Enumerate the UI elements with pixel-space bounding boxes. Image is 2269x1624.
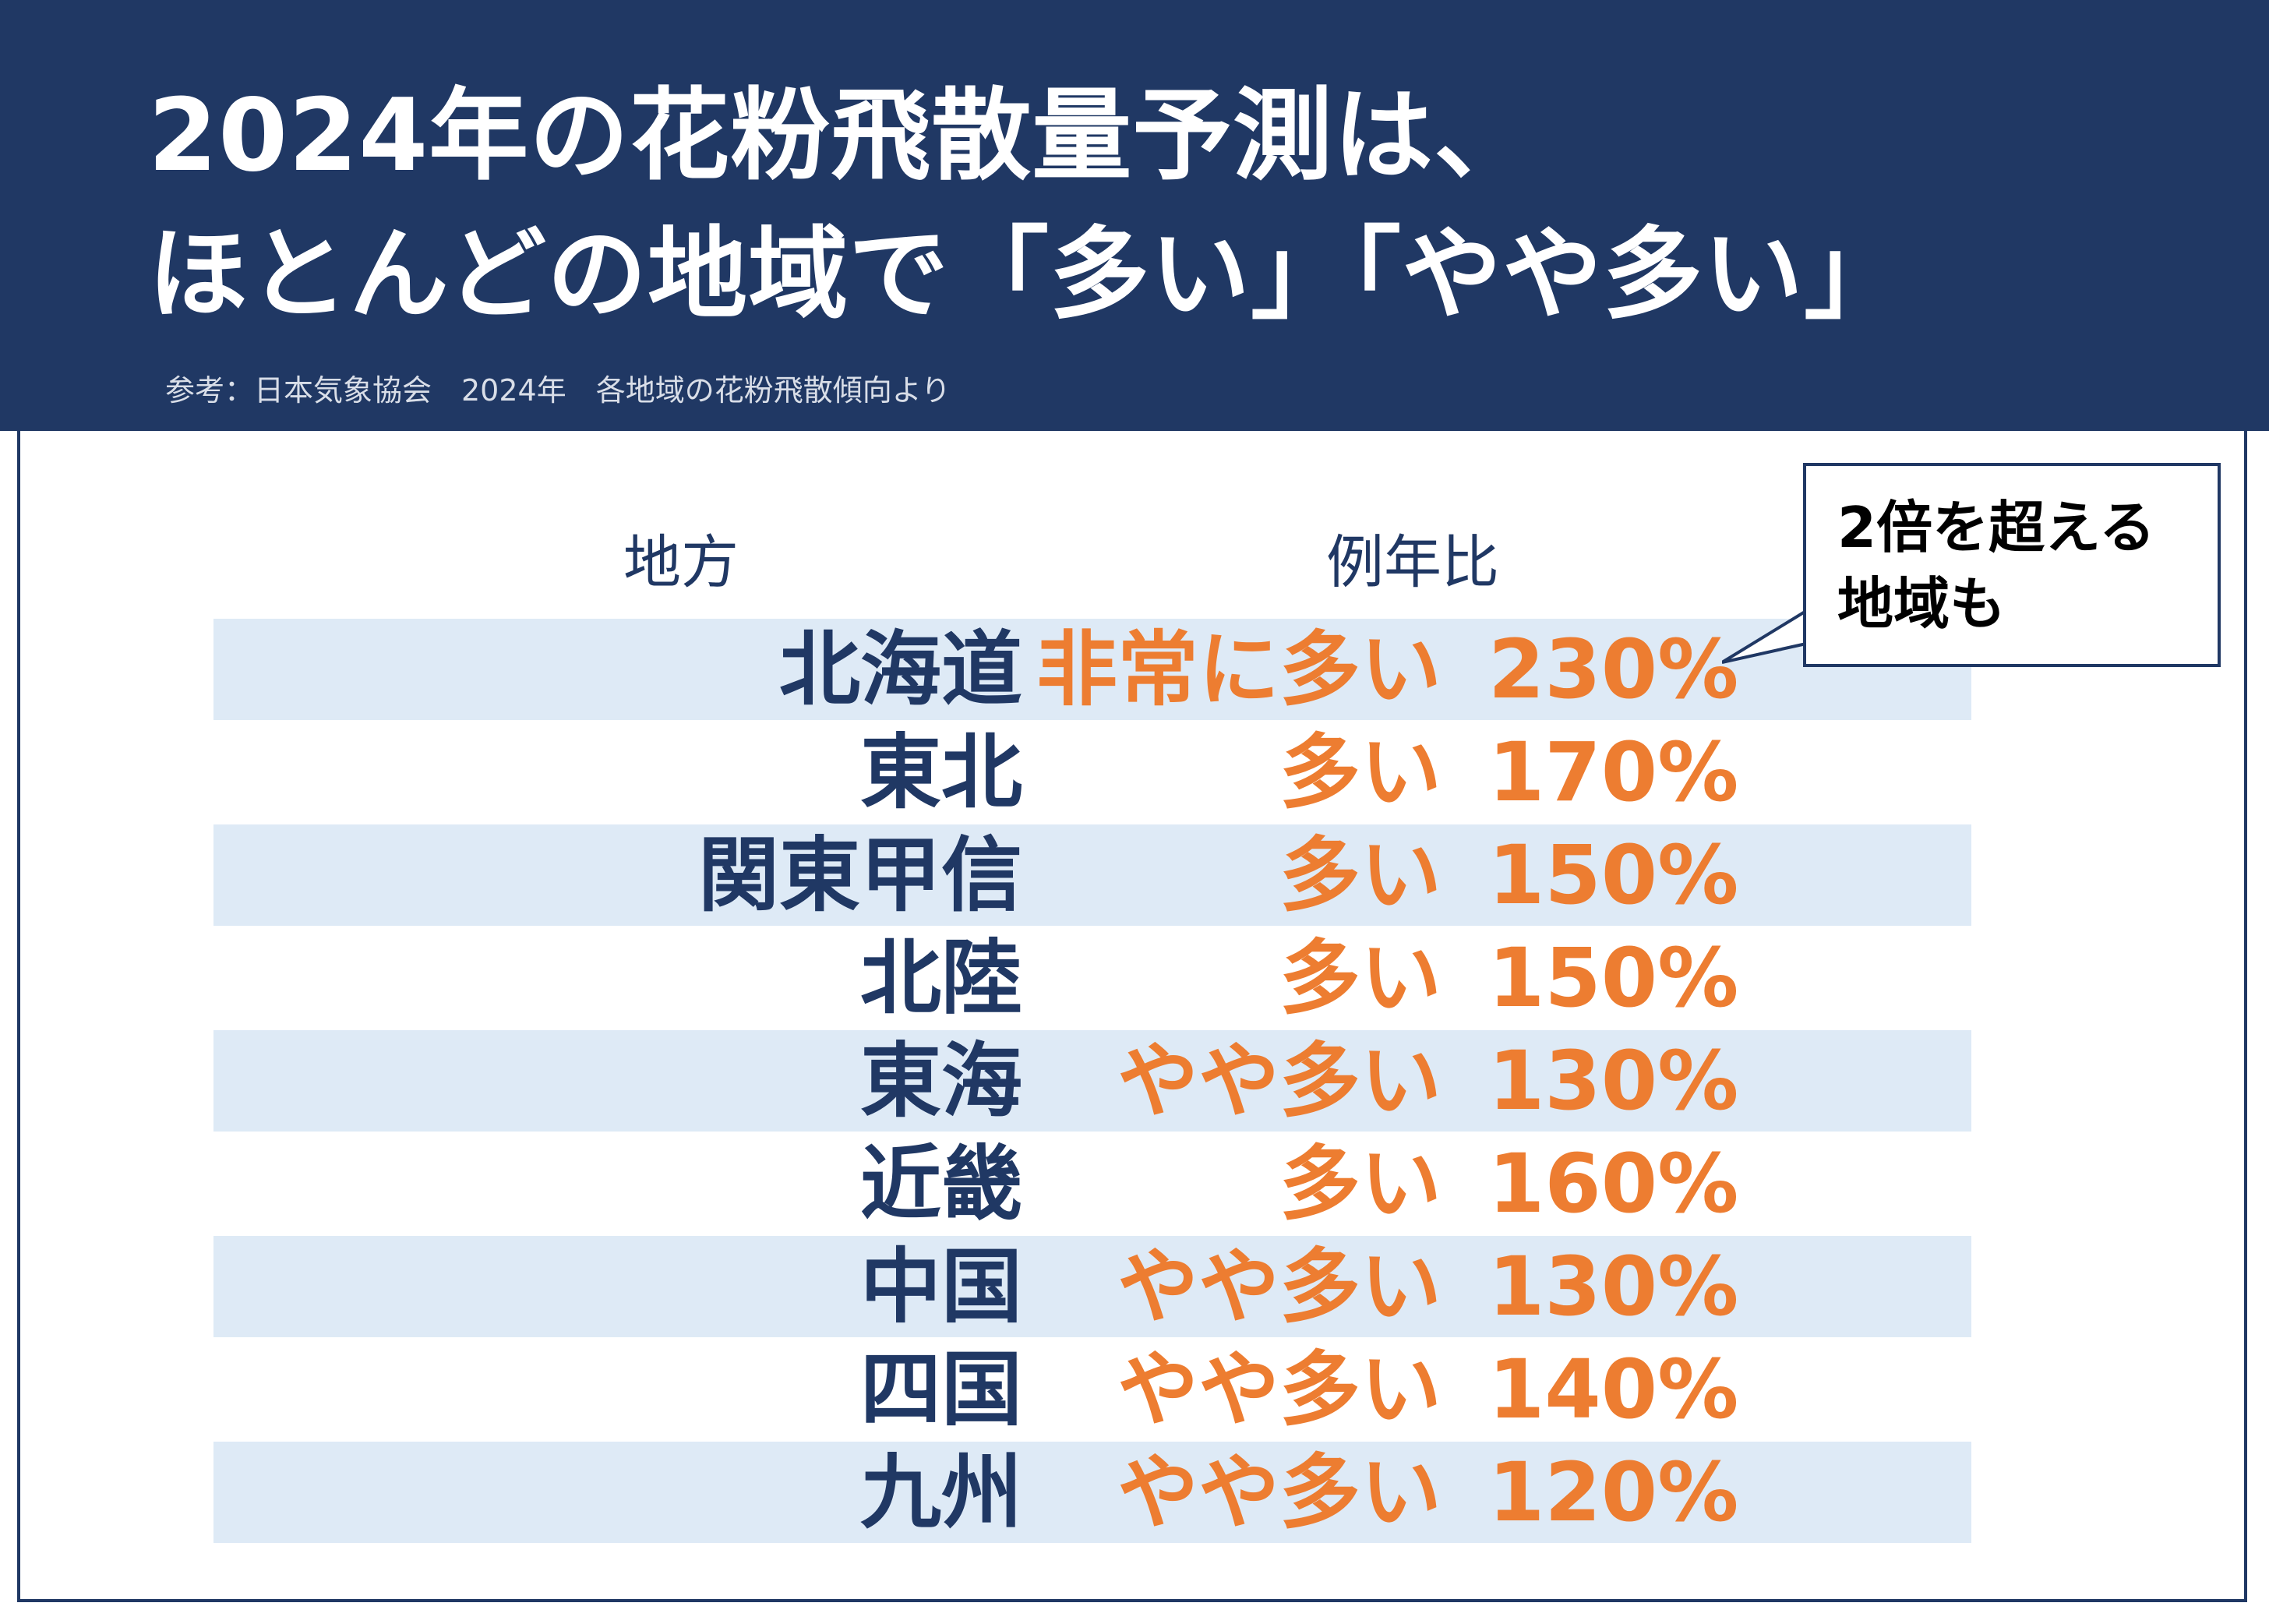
callout-line-1: 2倍を超える bbox=[1837, 495, 2155, 560]
table-row: 中国 やや多い 130% bbox=[213, 1236, 1971, 1337]
source-note: 参考：日本気象協会 2024年 各地域の花粉飛散傾向より bbox=[165, 373, 951, 408]
table-row: 関東甲信 多い 150% bbox=[213, 824, 1971, 926]
table-row: 東海 やや多い 130% bbox=[213, 1030, 1971, 1132]
callout-text: 2倍を超える 地域も bbox=[1837, 489, 2204, 642]
callout-pointer bbox=[1722, 609, 1808, 664]
ratio-percent: 120% bbox=[1488, 1445, 1739, 1540]
ratio-percent: 130% bbox=[1488, 1033, 1739, 1128]
forecast-level: 非常に多い bbox=[1036, 622, 1442, 717]
ratio-percent: 140% bbox=[1488, 1342, 1739, 1437]
column-header-region: 地方 bbox=[623, 529, 739, 596]
region-name: 近畿 bbox=[859, 1136, 1022, 1231]
table-row: 近畿 多い 160% bbox=[213, 1133, 1971, 1234]
region-name: 関東甲信 bbox=[697, 828, 1022, 923]
region-name: 中国 bbox=[859, 1239, 1022, 1334]
region-name: 九州 bbox=[859, 1445, 1022, 1540]
title-banner: 2024年の花粉飛散量予測は、 ほとんどの地域で「多い」「やや多い」 参考：日本… bbox=[0, 0, 2269, 431]
table-row: 東北 多い 170% bbox=[213, 722, 1971, 823]
ratio-percent: 160% bbox=[1488, 1136, 1739, 1231]
callout-box: 2倍を超える 地域も bbox=[1803, 463, 2221, 667]
forecast-level: やや多い bbox=[1117, 1445, 1442, 1540]
column-header-ratio: 例年比 bbox=[1326, 529, 1499, 596]
region-name: 四国 bbox=[859, 1342, 1022, 1437]
region-name: 北海道 bbox=[778, 622, 1022, 717]
ratio-percent: 230% bbox=[1488, 622, 1739, 717]
callout-line-2: 地域も bbox=[1837, 571, 2006, 637]
ratio-percent: 150% bbox=[1488, 930, 1739, 1026]
page-title-line-2: ほとんどの地域で「多い」「やや多い」 bbox=[148, 217, 1905, 333]
ratio-percent: 170% bbox=[1488, 725, 1739, 820]
forecast-level: やや多い bbox=[1117, 1033, 1442, 1128]
forecast-level: 多い bbox=[1279, 828, 1442, 923]
forecast-level: 多い bbox=[1279, 930, 1442, 1026]
forecast-level: 多い bbox=[1279, 1136, 1442, 1231]
forecast-level: やや多い bbox=[1117, 1342, 1442, 1437]
region-name: 北陸 bbox=[859, 930, 1022, 1026]
ratio-percent: 150% bbox=[1488, 828, 1739, 923]
forecast-level: 多い bbox=[1279, 725, 1442, 820]
table-row: 九州 やや多い 120% bbox=[213, 1442, 1971, 1543]
table-row: 北陸 多い 150% bbox=[213, 927, 1971, 1029]
page-title-line-1: 2024年の花粉飛散量予測は、 bbox=[148, 78, 1535, 194]
ratio-percent: 130% bbox=[1488, 1239, 1739, 1334]
table-row: 四国 やや多い 140% bbox=[213, 1339, 1971, 1440]
region-name: 東北 bbox=[859, 725, 1022, 820]
table-row: 北海道 非常に多い 230% bbox=[213, 619, 1971, 720]
region-name: 東海 bbox=[859, 1033, 1022, 1128]
forecast-level: やや多い bbox=[1117, 1239, 1442, 1334]
